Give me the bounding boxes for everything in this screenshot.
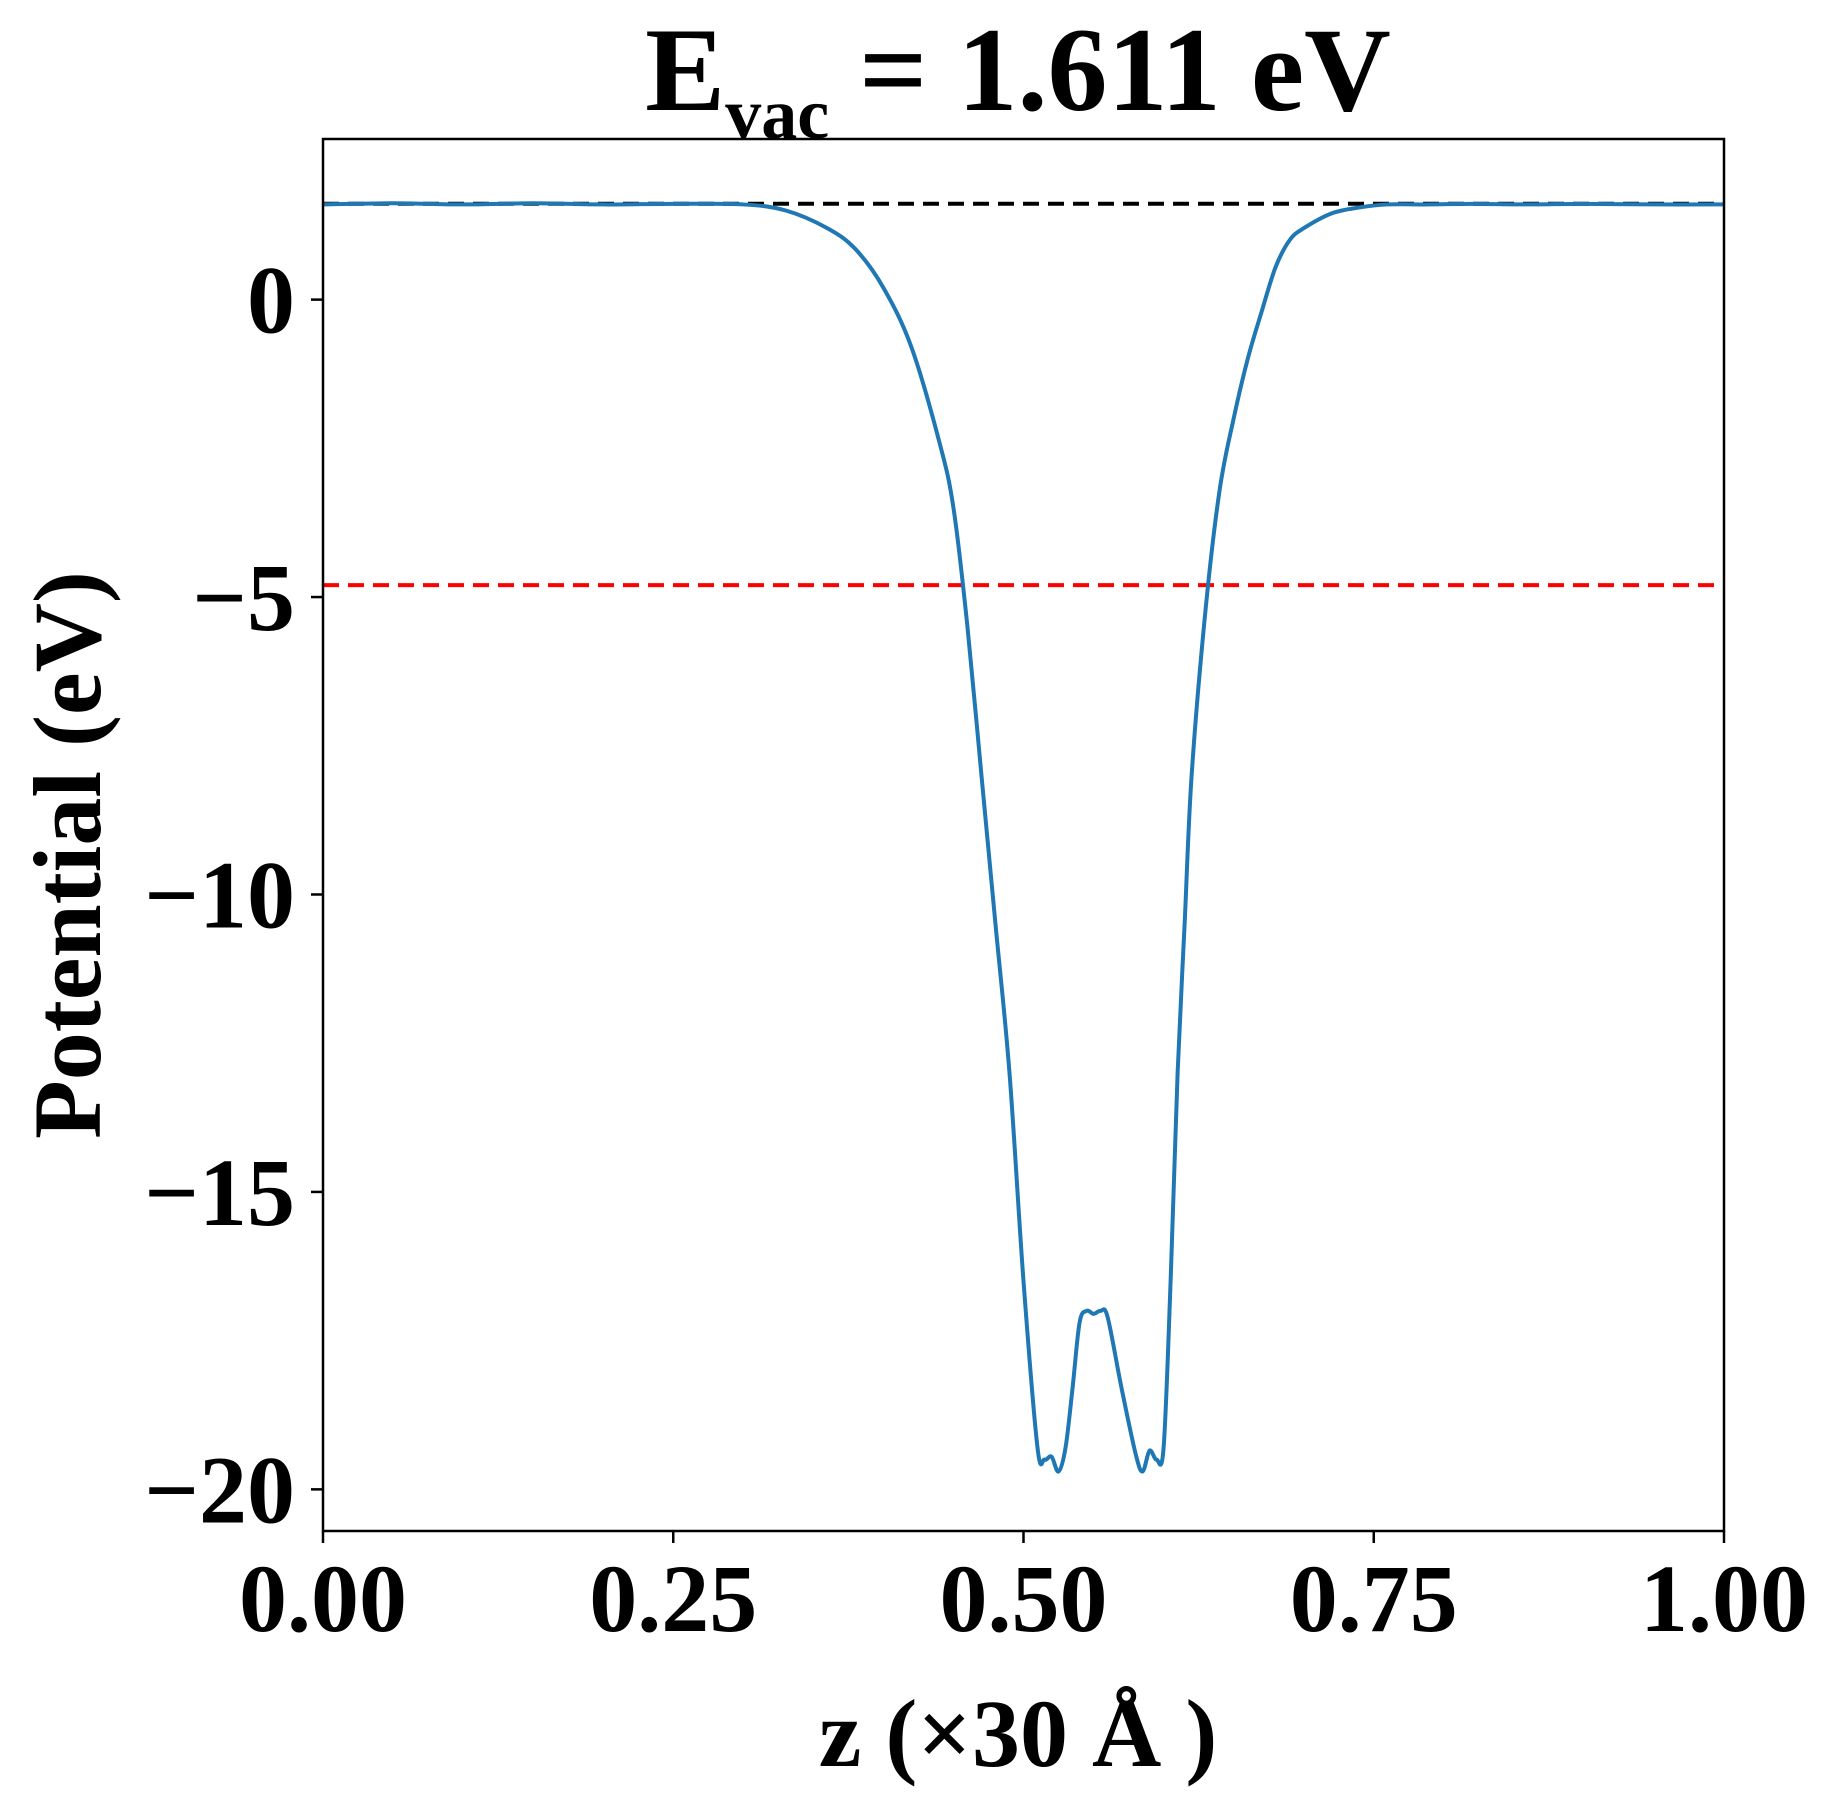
y-tick-label: −15 — [144, 1139, 295, 1246]
y-axis-label: Potential (eV) — [14, 571, 121, 1139]
y-ticks: 0 −5 −10 −15 −20 — [144, 247, 323, 1543]
x-tick-label: 1.00 — [1640, 1545, 1808, 1652]
y-tick-label: 0 — [247, 247, 295, 354]
y-tick-label: −20 — [144, 1436, 295, 1543]
title-main: E — [645, 3, 725, 136]
x-tick-label: 0.00 — [239, 1545, 407, 1652]
x-axis-label: z (×30 Å ) — [819, 1680, 1218, 1787]
potential-series-line — [322, 201, 1725, 1474]
title-subscript: vac — [725, 74, 829, 154]
chart-title: Evac = 1.611 eV — [645, 3, 1391, 154]
title-rest: = 1.611 eV — [829, 3, 1391, 136]
x-ticks: 0.00 0.25 0.50 0.75 1.00 — [239, 1531, 1808, 1652]
x-tick-label: 0.25 — [589, 1545, 757, 1652]
y-tick-label: −10 — [144, 841, 295, 948]
y-tick-label: −5 — [192, 544, 295, 651]
x-tick-label: 0.75 — [1290, 1545, 1458, 1652]
series-group — [322, 201, 1725, 1474]
x-tick-label: 0.50 — [940, 1545, 1108, 1652]
